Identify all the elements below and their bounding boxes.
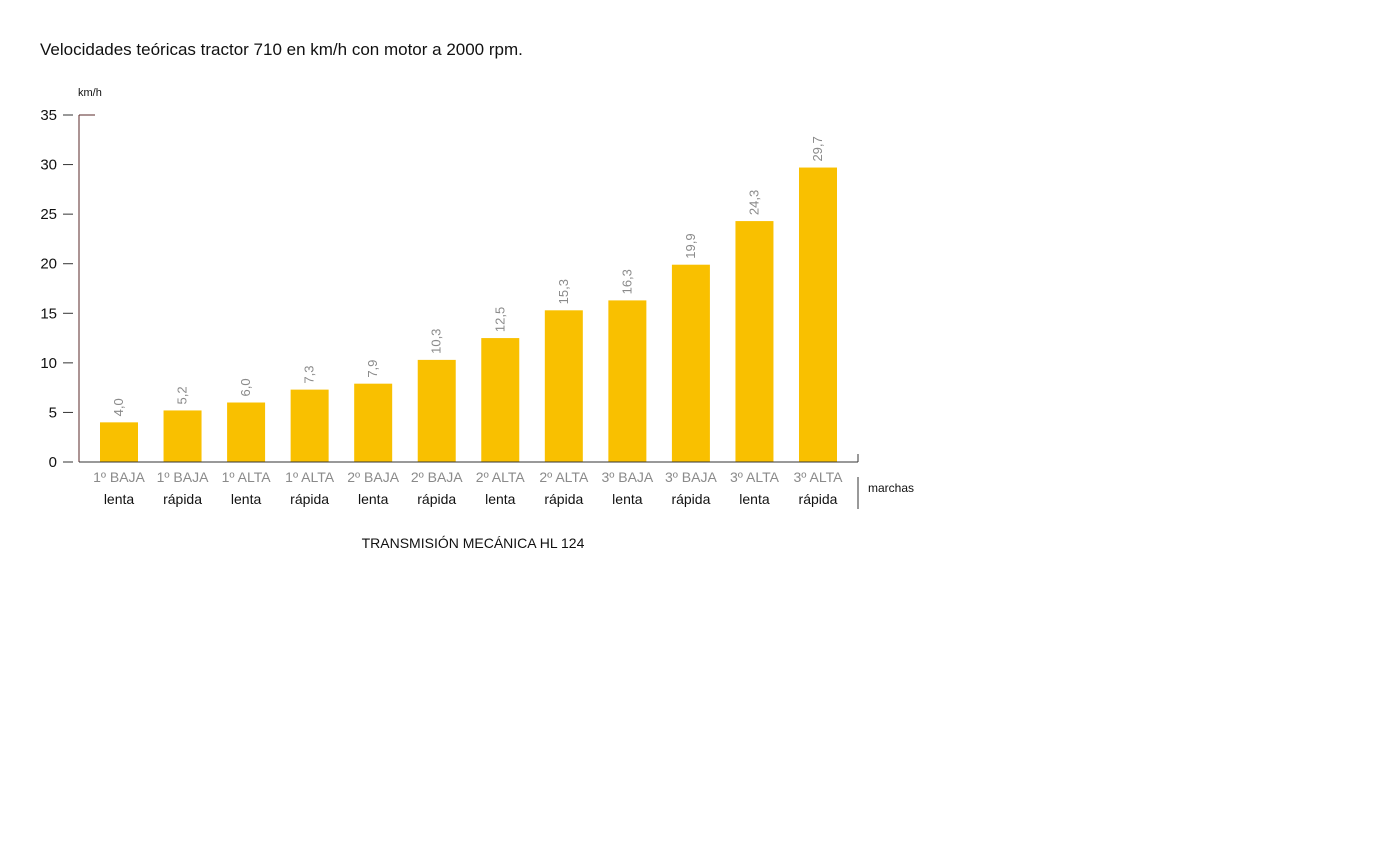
category-label-range: lenta	[485, 491, 516, 507]
category-label-gear: 1º ALTA	[285, 469, 335, 485]
bar	[671, 264, 710, 462]
bar	[735, 221, 774, 462]
category-label-gear: 3º ALTA	[730, 469, 780, 485]
y-tick-label: 5	[49, 404, 57, 421]
category-label-range: lenta	[358, 491, 389, 507]
y-axis: 0 5 10 15 20 25 30 35	[40, 107, 95, 471]
category-label-range: rápida	[671, 491, 710, 507]
bar	[354, 383, 393, 462]
bar-value-label: 5,2	[175, 386, 190, 404]
category-label-range: rápida	[799, 491, 838, 507]
category-label-gear: 2º ALTA	[476, 469, 526, 485]
bar-value-label: 7,9	[365, 360, 380, 378]
bar-value-label: 29,7	[810, 136, 825, 161]
category-label-range: lenta	[739, 491, 770, 507]
bar-value-label: 19,9	[683, 233, 698, 258]
value-labels-group: 4,0 5,2 6,0 7,3 7,9 10,3 12,5 15,3 16,3 19,9 24,3 2…	[111, 136, 825, 416]
bar	[481, 338, 520, 462]
category-labels-group: 1º BAJA lenta 1º BAJA rápida 1º ALTA lenta 1º …	[93, 469, 843, 507]
category-label-range: lenta	[104, 491, 135, 507]
y-tick-label: 10	[40, 355, 57, 372]
category-label-range: rápida	[417, 491, 456, 507]
category-label-range: rápida	[544, 491, 583, 507]
x-axis-title: TRANSMISIÓN MECÁNICA HL 124	[362, 535, 585, 551]
category-label-range: rápida	[290, 491, 329, 507]
bar	[100, 422, 138, 462]
category-label-gear: 2º BAJA	[411, 469, 463, 485]
category-label-gear: 3º ALTA	[794, 469, 844, 485]
bar-value-label: 12,5	[492, 307, 507, 332]
bar-value-label: 16,3	[619, 269, 634, 294]
bar	[544, 310, 583, 462]
category-label-gear: 1º BAJA	[157, 469, 209, 485]
y-axis-unit-label: km/h	[78, 87, 102, 99]
y-tick-label: 15	[40, 305, 57, 322]
bar	[290, 389, 329, 462]
category-label-range: lenta	[231, 491, 262, 507]
bar-value-label: 10,3	[429, 329, 444, 354]
category-label-range: rápida	[163, 491, 202, 507]
y-tick-label: 35	[40, 107, 57, 124]
bars-group	[100, 167, 837, 462]
bar-value-label: 24,3	[746, 190, 761, 215]
category-label-gear: 2º ALTA	[539, 469, 589, 485]
bar	[799, 167, 837, 462]
bar	[163, 410, 202, 462]
chart-title: Velocidades teóricas tractor 710 en km/h…	[40, 40, 523, 59]
category-label-gear: 1º BAJA	[93, 469, 145, 485]
bar	[417, 359, 456, 462]
x-axis	[79, 454, 859, 463]
bar	[608, 300, 647, 462]
y-tick-label: 30	[40, 157, 57, 174]
bar	[227, 402, 266, 462]
category-label-range: lenta	[612, 491, 643, 507]
bar-value-label: 4,0	[111, 398, 126, 416]
bar-value-label: 15,3	[556, 279, 571, 304]
category-label-gear: 3º BAJA	[665, 469, 717, 485]
y-tick-label: 0	[49, 454, 57, 471]
bar-value-label: 7,3	[302, 366, 317, 384]
x-axis-side-label: marchas	[868, 481, 914, 495]
category-label-gear: 2º BAJA	[347, 469, 399, 485]
category-label-gear: 3º BAJA	[601, 469, 653, 485]
y-tick-label: 25	[40, 206, 57, 223]
y-tick-label: 20	[40, 256, 57, 273]
bar-value-label: 6,0	[238, 378, 253, 396]
category-label-gear: 1º ALTA	[222, 469, 272, 485]
